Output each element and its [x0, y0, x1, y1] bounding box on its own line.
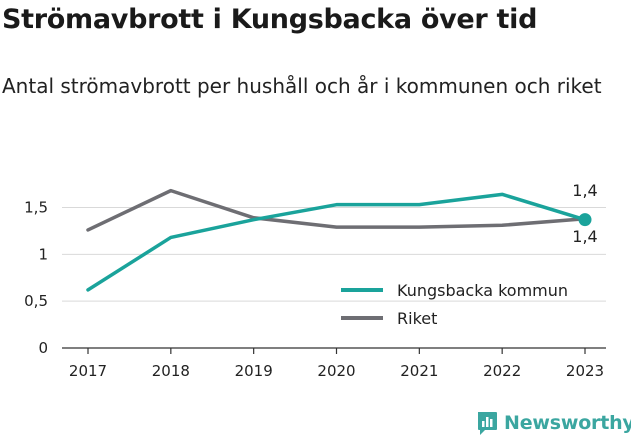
series-line [86, 188, 587, 232]
legend-label: Kungsbacka kommun [397, 281, 568, 300]
end-value-label: 1,4 [572, 227, 597, 246]
newsworthy-logo-icon [478, 412, 497, 435]
legend-label: Riket [397, 309, 437, 328]
legend: Kungsbacka kommun Riket [341, 281, 568, 328]
newsworthy-logo-text: Newsworthy [504, 412, 631, 434]
x-tick-label: 2017 [69, 362, 107, 380]
y-tick-label: 0 [38, 339, 48, 357]
x-tick-label: 2019 [235, 362, 273, 380]
x-tick-label: 2018 [152, 362, 190, 380]
x-axis: 2017 2018 2019 2020 2021 2022 2023 [62, 347, 606, 380]
chart-subtitle: Antal strömavbrott per hushåll och år i … [2, 74, 602, 98]
end-labels: 1,4 1,4 [572, 181, 597, 246]
end-point-marker [578, 213, 592, 227]
series-line [86, 192, 587, 292]
series-lines [86, 188, 592, 292]
chart-title: Strömavbrott i Kungsbacka över tid [2, 4, 538, 35]
y-axis-ticks: 0 0,5 1 1,5 [24, 198, 48, 357]
y-tick-label: 1 [38, 245, 48, 263]
newsworthy-logo: Newsworthy [476, 408, 631, 438]
end-value-label: 1,4 [572, 181, 597, 200]
grid-lines [62, 206, 606, 302]
x-tick-label: 2022 [483, 362, 521, 380]
x-tick-label: 2021 [400, 362, 438, 380]
x-tick-label: 2023 [566, 362, 604, 380]
y-tick-label: 1,5 [24, 198, 48, 216]
y-tick-label: 0,5 [24, 292, 48, 310]
x-tick-label: 2020 [317, 362, 355, 380]
